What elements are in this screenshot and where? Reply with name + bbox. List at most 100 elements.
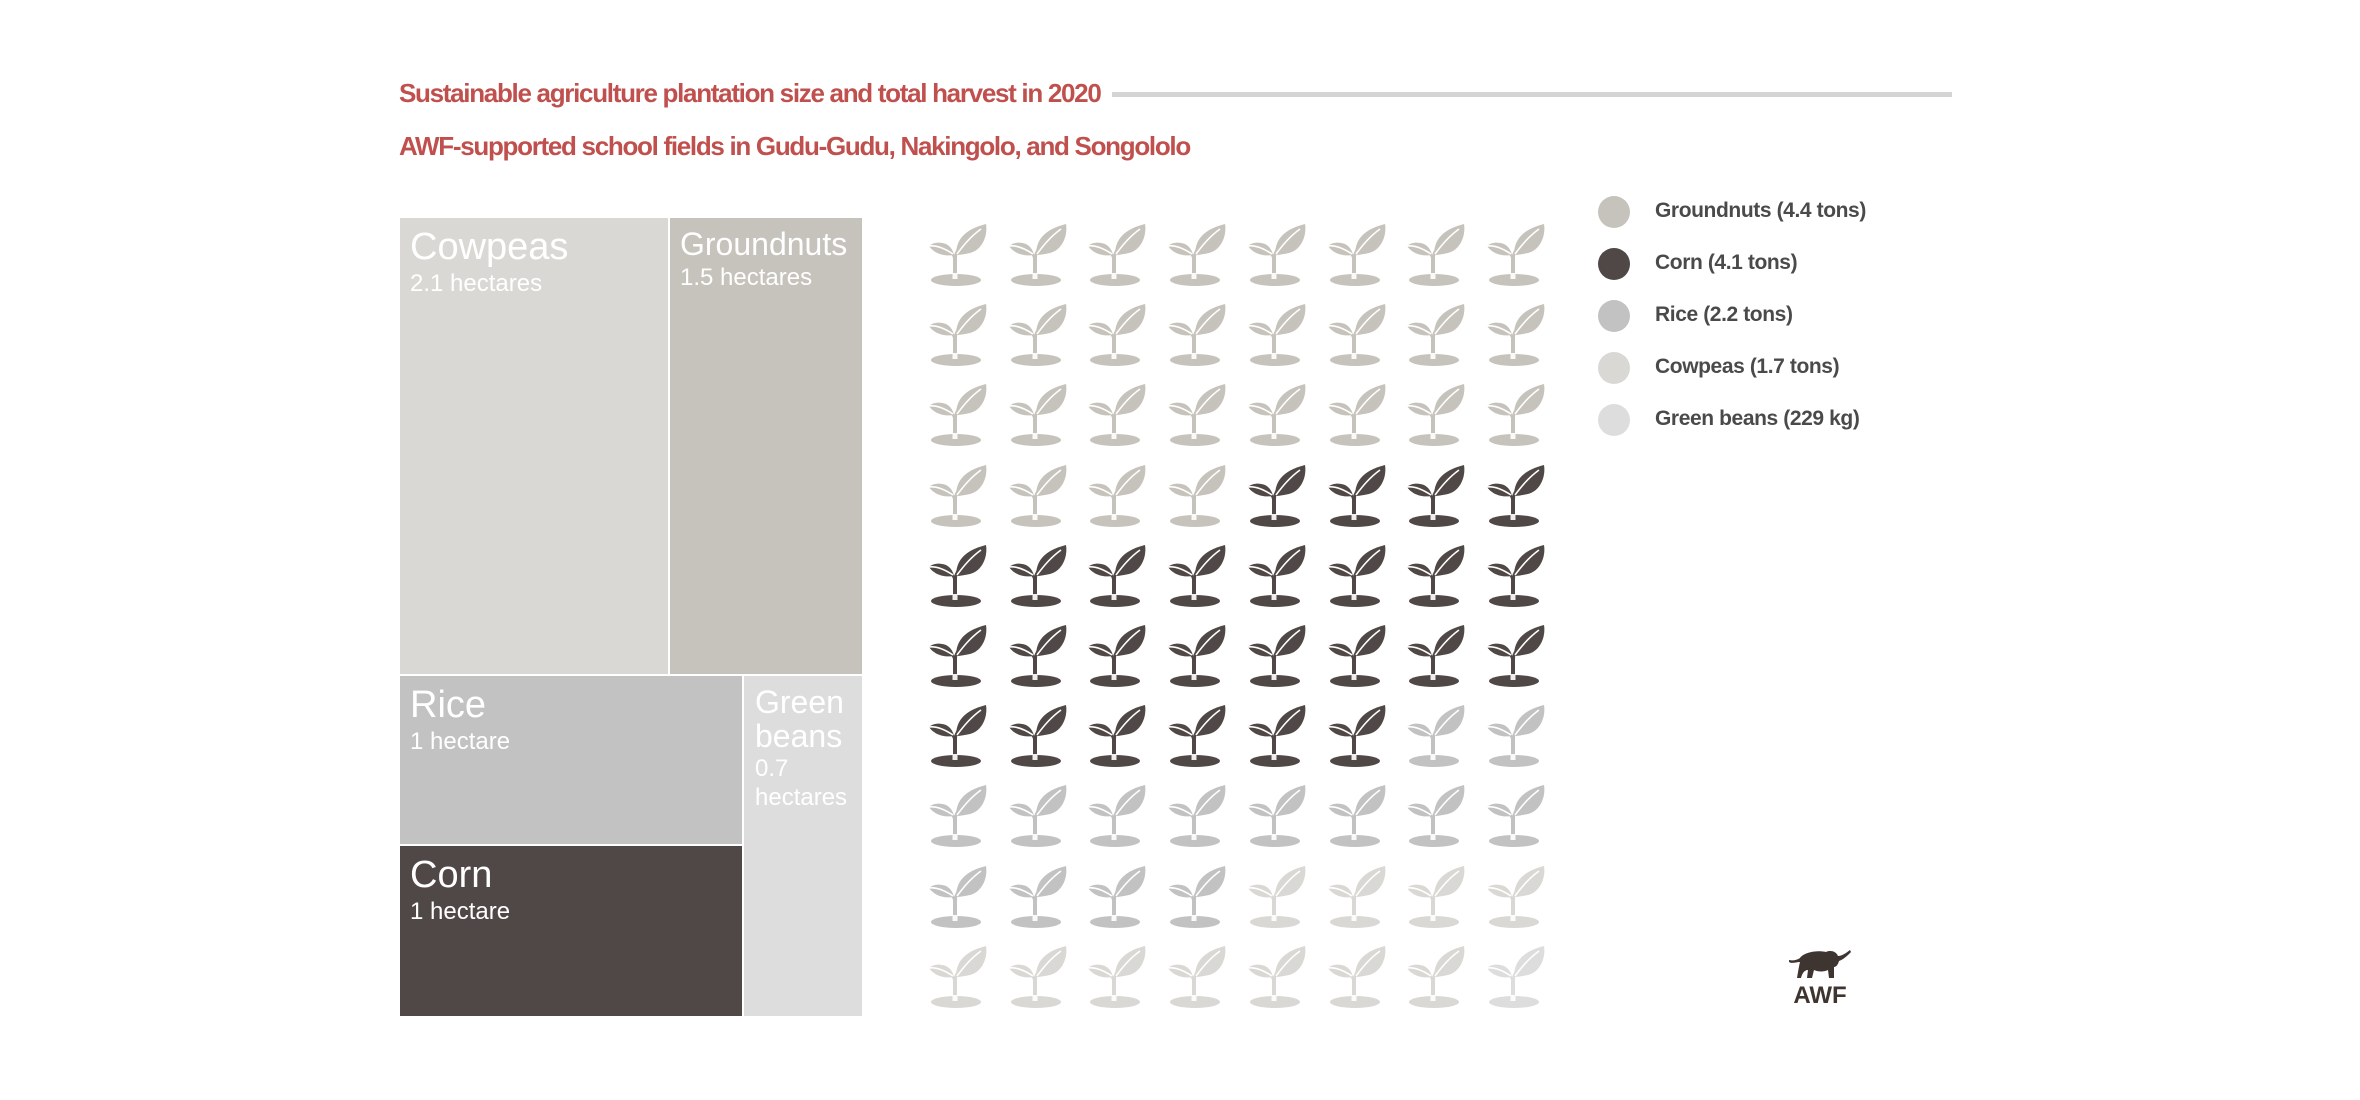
- sprout-icon: [926, 543, 988, 607]
- legend-swatch: [1598, 352, 1630, 384]
- sprout-icon: [1325, 623, 1387, 687]
- legend-label: Green beans (229 kg): [1655, 407, 1860, 430]
- sprout-icon: [1484, 302, 1546, 367]
- treemap-cell-groundnuts: Groundnuts 1.5 hectares: [670, 218, 862, 674]
- treemap-cell-green-beans: Green beans 0.7 hectares: [744, 676, 862, 1016]
- cell-name: Cowpeas: [410, 226, 569, 268]
- sprout-icon: [1325, 703, 1387, 768]
- plantation-treemap: Cowpeas 2.1 hectares Groundnuts 1.5 hect…: [400, 218, 862, 1016]
- sprout-icon: [1325, 463, 1387, 527]
- sprout-icon: [1404, 543, 1466, 607]
- cell-size: 1.5 hectares: [680, 263, 813, 291]
- sprout-icon: [1484, 222, 1546, 286]
- sprout-icon: [1085, 703, 1147, 768]
- sprout-icon: [1404, 302, 1466, 367]
- cell-name: Green beans: [755, 684, 844, 754]
- sprout-icon: [1484, 783, 1546, 848]
- treemap-cell-corn: Corn 1 hectare: [400, 846, 742, 1016]
- sprout-icon: [1165, 703, 1227, 768]
- sprout-icon: [926, 463, 988, 527]
- sprout-icon: [1404, 783, 1466, 848]
- elephant-icon: [1789, 950, 1851, 978]
- sprout-icon: [926, 783, 988, 848]
- legend-label: Rice (2.2 tons): [1655, 303, 1793, 326]
- cell-name: Rice: [410, 684, 487, 726]
- sprout-icon: [1006, 382, 1068, 447]
- sprout-icon: [1325, 222, 1387, 286]
- sprout-icon: [1085, 543, 1147, 607]
- legend-item-rice: Rice (2.2 tons): [1598, 300, 1918, 332]
- cell-size: 1 hectare: [410, 897, 511, 925]
- sprout-icon: [1245, 623, 1307, 687]
- title-rule: [1112, 92, 1952, 97]
- sprout-icon: [1006, 783, 1068, 848]
- awf-logo: AWF: [1788, 948, 1858, 1014]
- sprout-icon: [1404, 382, 1466, 447]
- sprout-icon: [1325, 864, 1387, 928]
- sprout-icon: [1404, 703, 1466, 768]
- sprout-icon: [1484, 703, 1546, 768]
- legend-label: Groundnuts (4.4 tons): [1655, 199, 1866, 222]
- sprout-icon: [1325, 944, 1387, 1008]
- sprout-icon: [1006, 463, 1068, 527]
- sprout-icon: [1006, 944, 1068, 1008]
- legend-swatch: [1598, 300, 1630, 332]
- legend-swatch: [1598, 196, 1630, 228]
- sprout-icon: [1006, 302, 1068, 367]
- sprout-icon: [1404, 864, 1466, 928]
- sprout-icon: [1245, 463, 1307, 527]
- legend-swatch: [1598, 248, 1630, 280]
- sprout-icon: [1404, 623, 1466, 687]
- sprout-icon: [1006, 543, 1068, 607]
- sprout-icon: [1325, 783, 1387, 848]
- sprout-icon: [1404, 222, 1466, 286]
- sprout-icon: [1165, 864, 1227, 928]
- sprout-icon: [926, 944, 988, 1008]
- chart-subtitle: AWF-supported school fields in Gudu-Gudu…: [399, 131, 1191, 161]
- sprout-icon: [1085, 302, 1147, 367]
- sprout-icon: [1245, 302, 1307, 367]
- sprout-icon: [1165, 623, 1227, 687]
- sprout-icon: [1325, 382, 1387, 447]
- sprout-icon: [1484, 543, 1546, 607]
- sprout-icon: [1245, 222, 1307, 286]
- sprout-icon: [1165, 382, 1227, 447]
- sprout-icon: [1165, 222, 1227, 286]
- legend-item-corn: Corn (4.1 tons): [1598, 248, 1918, 280]
- sprout-icon: [1165, 944, 1227, 1008]
- chart-title: Sustainable agriculture plantation size …: [399, 78, 1102, 108]
- sprout-icon: [1404, 944, 1466, 1008]
- sprout-icon: [1085, 463, 1147, 527]
- sprout-icon: [1085, 864, 1147, 928]
- sprout-icon: [1165, 543, 1227, 607]
- legend-label: Corn (4.1 tons): [1655, 251, 1798, 274]
- sprout-icon: [926, 864, 988, 928]
- treemap-cell-cowpeas: Cowpeas 2.1 hectares: [400, 218, 668, 674]
- cell-size: 2.1 hectares: [410, 269, 543, 297]
- sprout-icon: [1245, 543, 1307, 607]
- sprout-icon: [1245, 783, 1307, 848]
- sprout-icon: [1484, 864, 1546, 928]
- sprout-icon: [1484, 944, 1546, 1008]
- cell-size: 1 hectare: [410, 727, 511, 755]
- sprout-icon: [1245, 944, 1307, 1008]
- legend-item-green-beans: Green beans (229 kg): [1598, 404, 1918, 436]
- sprout-icon: [1165, 302, 1227, 367]
- sprout-icon: [1325, 543, 1387, 607]
- sprout-icon: [926, 382, 988, 447]
- sprout-icon: [1006, 703, 1068, 768]
- logo-text: AWF: [1793, 982, 1847, 1009]
- sprout-icon: [1085, 382, 1147, 447]
- treemap-cell-rice: Rice 1 hectare: [400, 676, 742, 844]
- sprout-icon: [1006, 222, 1068, 286]
- sprout-icon: [1245, 864, 1307, 928]
- sprout-icon: [926, 302, 988, 367]
- sprout-icon: [1085, 222, 1147, 286]
- legend-swatch: [1598, 404, 1630, 436]
- sprout-icon: [1165, 783, 1227, 848]
- sprout-icon: [1006, 864, 1068, 928]
- cell-size: 0.7 hectares: [755, 755, 848, 811]
- sprout-icon: [926, 623, 988, 687]
- sprout-icon: [1404, 463, 1466, 527]
- cell-name: Corn: [410, 854, 493, 896]
